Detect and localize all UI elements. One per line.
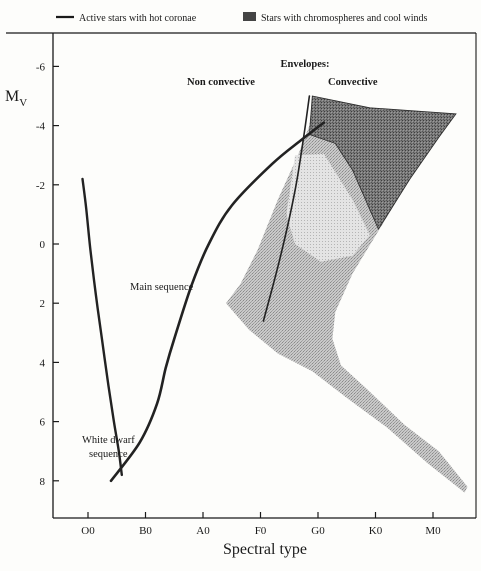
annotations: Envelopes: Non convective Convective Mai… bbox=[82, 59, 378, 460]
x-tick-label: G0 bbox=[311, 525, 325, 537]
region-hot-coronae bbox=[286, 153, 370, 262]
y-tick-label: 6 bbox=[40, 417, 46, 429]
regions-layer bbox=[226, 95, 468, 493]
series-layer bbox=[81, 95, 326, 483]
y-tick-label: -4 bbox=[36, 121, 46, 133]
legend-label-cool-winds: Stars with chromospheres and cool winds bbox=[261, 13, 427, 24]
x-axis-title: Spectral type bbox=[223, 541, 307, 558]
x-tick-label: K0 bbox=[369, 525, 383, 537]
non-convective-label: Non convective bbox=[187, 77, 255, 88]
legend-swatch-box bbox=[243, 12, 256, 21]
region-convective-envelope bbox=[308, 95, 457, 231]
main-sequence-curve bbox=[109, 121, 326, 483]
legend: Active stars with hot coronae Stars with… bbox=[6, 12, 476, 34]
y-tick-label: -2 bbox=[36, 180, 45, 192]
main-sequence-label: Main sequence bbox=[130, 282, 194, 293]
plot-frame bbox=[52, 33, 477, 519]
y-axis-title-sub: V bbox=[19, 97, 27, 109]
white-dwarf-label: White dwarf bbox=[82, 435, 135, 446]
envelope-boundary-curve bbox=[262, 95, 311, 322]
y-axis-ticks: -6 -4 -2 0 2 4 6 8 bbox=[36, 61, 59, 488]
region-chromospheres-cool-winds bbox=[226, 96, 468, 493]
y-axis-title: MV bbox=[5, 88, 27, 109]
x-tick-label: M0 bbox=[425, 525, 441, 537]
legend-label-hot-coronae: Active stars with hot coronae bbox=[79, 13, 197, 24]
x-tick-label: A0 bbox=[196, 525, 210, 537]
convective-label: Convective bbox=[328, 77, 378, 88]
x-tick-label: O0 bbox=[81, 525, 95, 537]
white-dwarf-sequence-curve bbox=[81, 177, 123, 477]
y-tick-label: 4 bbox=[40, 357, 46, 369]
envelopes-label: Envelopes: bbox=[280, 59, 329, 70]
y-axis-title-main: M bbox=[5, 88, 19, 105]
legend-item-cool-winds: Stars with chromospheres and cool winds bbox=[243, 12, 427, 24]
legend-item-hot-coronae: Active stars with hot coronae bbox=[56, 13, 197, 24]
x-tick-label: F0 bbox=[255, 525, 267, 537]
y-tick-label: -6 bbox=[36, 61, 46, 73]
y-tick-label: 2 bbox=[40, 298, 46, 310]
white-dwarf-label-line2: sequence bbox=[89, 449, 128, 460]
x-axis-ticks: O0 B0 A0 F0 G0 K0 M0 bbox=[81, 512, 441, 537]
x-tick-label: B0 bbox=[139, 525, 152, 537]
y-tick-label: 8 bbox=[40, 476, 46, 488]
y-tick-label: 0 bbox=[40, 239, 46, 251]
